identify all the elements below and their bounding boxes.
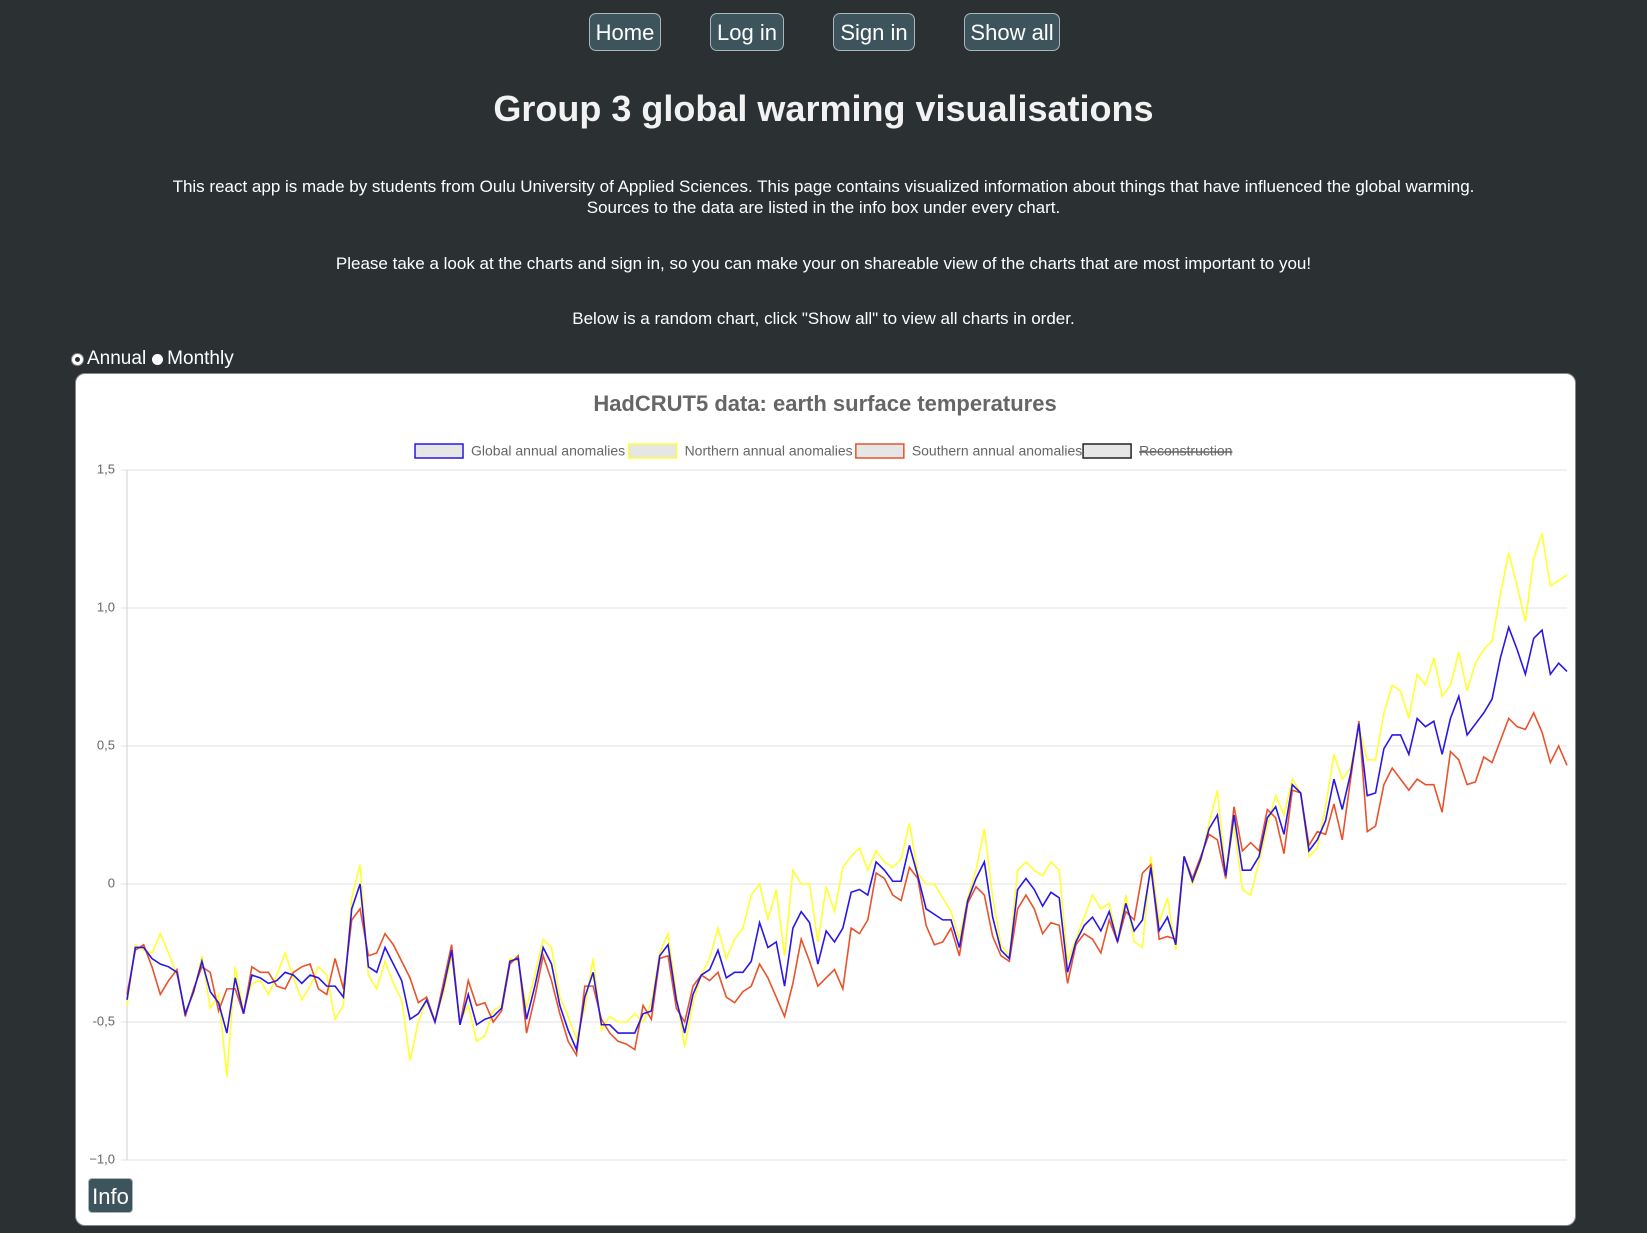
nav-bar: Home Log in Sign in Show all	[0, 13, 1647, 53]
legend-label: Northern annual anomalies	[685, 443, 853, 459]
radio-button[interactable]	[72, 353, 83, 365]
radio-label[interactable]: Annual	[87, 348, 147, 369]
page-title: Group 3 global warming visualisations	[493, 88, 1154, 129]
legend-label: Southern annual anomalies	[912, 443, 1082, 459]
chart-title: HadCRUT5 data: earth surface temperature…	[593, 391, 1056, 416]
intro: This react app is made by students from …	[0, 176, 1647, 218]
note: Please take a look at the charts and sig…	[335, 254, 1312, 273]
legend-swatch	[1082, 443, 1132, 459]
legend-swatch	[855, 443, 905, 459]
y-tick-label: -0,5	[93, 1013, 115, 1028]
data-line	[126, 624, 1568, 1053]
y-tick-label: 0,5	[97, 737, 115, 752]
nav-button[interactable]: Show all	[964, 13, 1060, 51]
hint: Below is a random chart, click "Show all…	[572, 309, 1075, 328]
y-tick-label: 1,0	[97, 599, 115, 614]
legend-label: Reconstruction	[1139, 443, 1232, 459]
y-tick-label: −1,0	[89, 1151, 115, 1166]
y-tick-label: 1,5	[97, 461, 115, 476]
radio-button[interactable]	[152, 353, 164, 365]
nav-button[interactable]: Log in	[710, 13, 784, 51]
info-button[interactable]: Info	[88, 1178, 133, 1213]
chart-card	[75, 373, 1576, 1226]
legend-label: Global annual anomalies	[471, 443, 625, 459]
legend-swatch	[414, 443, 464, 459]
intro-line: Sources to the data are listed in the in…	[586, 198, 1061, 217]
nav-button[interactable]: Sign in	[833, 13, 915, 51]
y-tick-label: 0	[108, 875, 115, 890]
intro-line: This react app is made by students from …	[172, 177, 1475, 196]
nav-button[interactable]: Home	[589, 13, 661, 51]
legend-swatch	[627, 443, 678, 459]
radio-group: Annual Monthly	[72, 348, 240, 370]
radio-label[interactable]: Monthly	[167, 348, 234, 369]
